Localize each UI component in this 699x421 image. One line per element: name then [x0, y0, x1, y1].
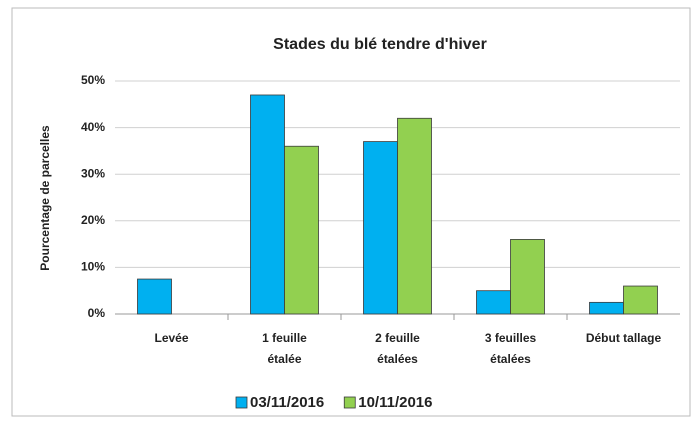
y-tick-label: 40%: [81, 120, 105, 134]
bar: [589, 301, 624, 315]
x-tick-label: Levée: [154, 331, 189, 345]
y-axis-label: Pourcentage de parcelles: [38, 125, 52, 271]
y-tick-label: 50%: [81, 73, 105, 87]
x-tick-label: 2 feuille étalées: [375, 331, 420, 366]
legend-swatch: [343, 396, 356, 409]
bar: [476, 290, 511, 315]
bar: [363, 141, 398, 315]
x-tick-label: 3 feuilles étalées: [484, 331, 537, 366]
bar: [250, 94, 285, 315]
y-tick-label: 20%: [81, 213, 105, 227]
x-tick-label: Début tallage: [585, 331, 662, 345]
bar: [137, 278, 172, 315]
chart-title: Stades du blé tendre d'hiver: [273, 36, 487, 53]
bar: [284, 145, 319, 315]
chart-frame: [11, 7, 691, 417]
y-tick-label: 0%: [88, 306, 106, 320]
legend-label: 03/11/2016: [250, 394, 324, 411]
x-tick-label: 1 feuille étalée: [262, 331, 307, 366]
legend-label: 10/11/2016: [358, 394, 432, 411]
bar: [623, 285, 658, 315]
legend-swatch: [235, 396, 248, 409]
y-tick-label: 10%: [81, 260, 105, 274]
bar: [510, 239, 545, 315]
y-tick-label: 30%: [81, 166, 105, 180]
bar: [397, 117, 432, 315]
